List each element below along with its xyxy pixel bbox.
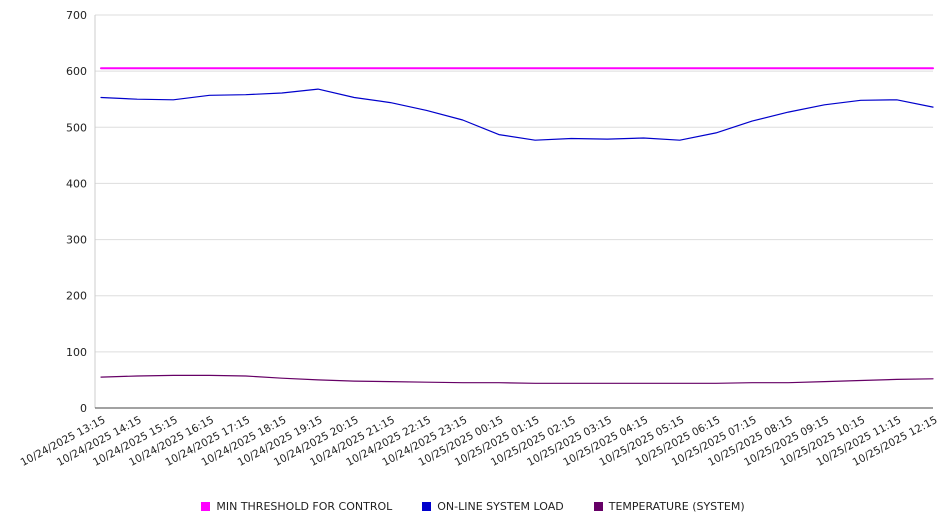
- y-tick-label: 600: [66, 65, 87, 78]
- y-tick-label: 500: [66, 121, 87, 134]
- legend-item: ON-LINE SYSTEM LOAD: [422, 499, 564, 513]
- y-tick-label: 200: [66, 290, 87, 303]
- legend-label: MIN THRESHOLD FOR CONTROL: [216, 499, 393, 513]
- y-tick-label: 400: [66, 177, 87, 190]
- legend-label: ON-LINE SYSTEM LOAD: [437, 499, 564, 513]
- chart-legend: MIN THRESHOLD FOR CONTROL ON-LINE SYSTEM …: [0, 496, 946, 516]
- legend-swatch: [593, 501, 603, 511]
- legend-item: TEMPERATURE (SYSTEM): [593, 499, 745, 513]
- series-line-on-line-system-load: [100, 88, 934, 141]
- legend-item: MIN THRESHOLD FOR CONTROL: [201, 500, 392, 513]
- y-tick-label: 300: [66, 234, 87, 247]
- legend-swatch: [201, 501, 211, 511]
- y-tick-label: 100: [66, 346, 87, 359]
- legend-swatch: [422, 501, 432, 511]
- series-line-temperature-system-: [100, 374, 934, 384]
- y-tick-label: 700: [66, 9, 87, 22]
- y-tick-label: 0: [80, 402, 87, 415]
- legend-label: TEMPERATURE (SYSTEM): [608, 499, 745, 513]
